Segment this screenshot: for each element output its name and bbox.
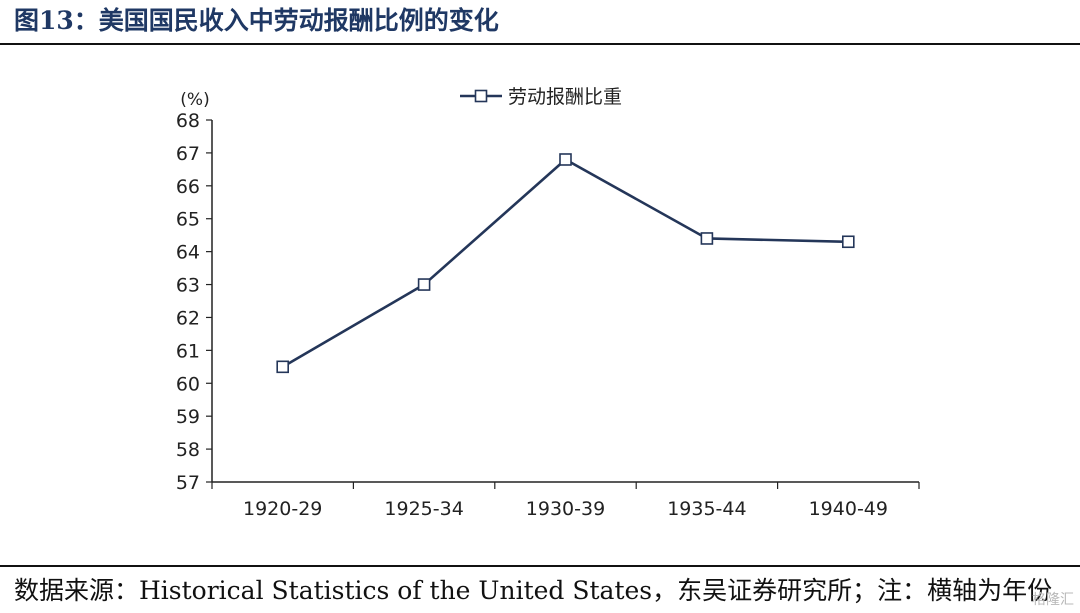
data-point-marker xyxy=(841,235,855,249)
bottom-rule xyxy=(0,565,1080,567)
y-tick-label: 59 xyxy=(176,406,200,428)
y-tick-label: 57 xyxy=(176,472,200,494)
line-chart: 劳动报酬比重 (%) 57 58 59 60 61 62 63 64 65 66 67 68 1920… xyxy=(176,86,920,520)
y-tick-label: 67 xyxy=(176,143,200,165)
y-tick-label: 62 xyxy=(176,307,200,329)
y-tick-label: 61 xyxy=(176,340,200,362)
y-tick-label: 66 xyxy=(176,176,200,198)
x-axis: 1920-29 1925-34 1930-39 1935-44 1940-49 xyxy=(211,481,920,520)
legend-label: 劳动报酬比重 xyxy=(508,86,622,108)
legend-marker-swatch xyxy=(474,89,488,103)
chart-legend: 劳动报酬比重 xyxy=(460,86,622,108)
data-point-marker xyxy=(276,360,290,374)
figure-title: 图13：美国国民收入中劳动报酬比例的变化 xyxy=(14,6,499,35)
data-point-marker xyxy=(559,153,572,166)
data-point-marker xyxy=(700,232,714,245)
top-rule xyxy=(0,43,1080,45)
x-tick-label: 1940-49 xyxy=(809,498,888,520)
y-tick-label: 63 xyxy=(176,275,200,297)
series-group xyxy=(276,153,855,374)
y-tick-label: 60 xyxy=(176,373,200,395)
x-tick-label: 1925-34 xyxy=(384,498,463,520)
y-tick-label: 64 xyxy=(176,242,200,264)
y-tick-label: 65 xyxy=(176,209,200,231)
x-tick-label: 1930-39 xyxy=(526,498,605,520)
y-tick-label: 68 xyxy=(176,110,200,132)
source-note: 数据来源：Historical Statistics of the United… xyxy=(14,576,1053,605)
y-axis: 57 58 59 60 61 62 63 64 65 66 67 68 xyxy=(176,110,213,494)
watermark: 格隆汇 xyxy=(1032,592,1074,608)
y-tick-label: 58 xyxy=(176,439,200,461)
x-tick-label: 1920-29 xyxy=(243,498,322,520)
y-unit-label: (%) xyxy=(180,90,209,110)
x-tick-label: 1935-44 xyxy=(667,498,746,520)
series-line xyxy=(282,158,849,368)
data-point-marker xyxy=(417,278,431,291)
